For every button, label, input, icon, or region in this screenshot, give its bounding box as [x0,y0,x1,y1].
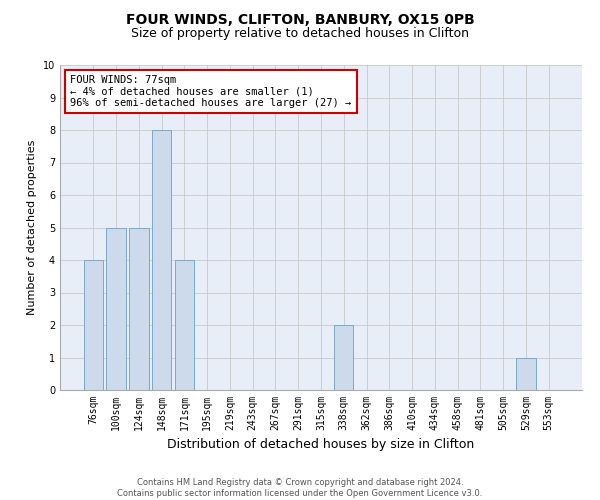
X-axis label: Distribution of detached houses by size in Clifton: Distribution of detached houses by size … [167,438,475,452]
Bar [175,260,194,390]
Text: FOUR WINDS: 77sqm
← 4% of detached houses are smaller (1)
96% of semi-detached h: FOUR WINDS: 77sqm ← 4% of detached house… [70,74,352,108]
Text: Size of property relative to detached houses in Clifton: Size of property relative to detached ho… [131,28,469,40]
Bar [84,260,103,390]
Text: FOUR WINDS, CLIFTON, BANBURY, OX15 0PB: FOUR WINDS, CLIFTON, BANBURY, OX15 0PB [125,12,475,26]
Text: Contains HM Land Registry data © Crown copyright and database right 2024.
Contai: Contains HM Land Registry data © Crown c… [118,478,482,498]
Bar [129,228,149,390]
Bar [152,130,172,390]
Bar [334,325,353,390]
Bar [516,358,536,390]
Bar [106,228,126,390]
Y-axis label: Number of detached properties: Number of detached properties [28,140,37,315]
